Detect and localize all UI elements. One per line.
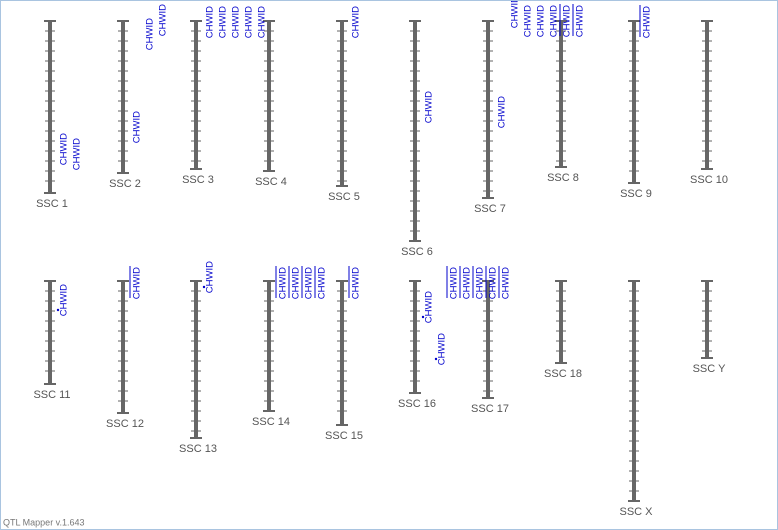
chromosome-label: SSC 3 bbox=[182, 174, 214, 186]
qtl-label: CHWID bbox=[132, 111, 143, 143]
qtl-label: CHWID bbox=[501, 267, 512, 299]
qtl-label: CHWID bbox=[437, 333, 448, 365]
qtl-label: CHWID bbox=[317, 267, 328, 299]
chromosome-bar bbox=[413, 281, 417, 393]
qtl-point bbox=[421, 315, 425, 319]
qtl-label: CHWID bbox=[562, 5, 573, 37]
chromosome-label: SSC 7 bbox=[474, 203, 506, 215]
chromosome-bar bbox=[632, 21, 636, 183]
chromosome-label: SSC 9 bbox=[620, 188, 652, 200]
chromosome-bar bbox=[121, 281, 125, 413]
chromosome-label: SSC Y bbox=[693, 363, 726, 375]
qtl-label: CHWID bbox=[575, 5, 586, 37]
qtl-label: CHWID bbox=[257, 6, 268, 38]
chromosome-bar bbox=[121, 21, 125, 173]
chromosome-label: SSC 16 bbox=[398, 398, 436, 410]
qtl-point bbox=[202, 285, 206, 289]
qtl-label: CHWID bbox=[132, 267, 143, 299]
chromosome-bar bbox=[705, 21, 709, 169]
chromosome-bar bbox=[340, 21, 344, 186]
qtl-label: CHWID bbox=[231, 6, 242, 38]
qtl-label: CHWID bbox=[462, 267, 473, 299]
chromosome-bar bbox=[559, 21, 563, 167]
chromosome-label: SSC X bbox=[619, 506, 653, 518]
qtl-label: CHWID bbox=[488, 267, 499, 299]
qtl-label: CHWID bbox=[510, 1, 521, 28]
chromosome-bar bbox=[48, 281, 52, 384]
qtl-label: CHWID bbox=[523, 5, 534, 37]
qtl-label: CHWID bbox=[475, 267, 486, 299]
qtl-label: CHWID bbox=[642, 6, 653, 38]
chromosome-bar bbox=[705, 281, 709, 358]
qtl-label: CHWID bbox=[205, 6, 216, 38]
chromosome-label: SSC 14 bbox=[252, 416, 290, 428]
chromosome-label: SSC 17 bbox=[471, 403, 509, 415]
qtl-label: CHWID bbox=[59, 133, 70, 165]
qtl-point bbox=[434, 357, 438, 361]
qtl-label: CHWID bbox=[449, 267, 460, 299]
chromosome-label: SSC 2 bbox=[109, 178, 141, 190]
qtl-label: CHWID bbox=[351, 267, 362, 299]
qtl-label: CHWID bbox=[304, 267, 315, 299]
qtl-label: CHWID bbox=[278, 267, 289, 299]
chromosome-label: SSC 18 bbox=[544, 368, 582, 380]
chromosome-label: SSC 5 bbox=[328, 191, 360, 203]
chromosome-label: SSC 15 bbox=[325, 430, 363, 442]
qtl-label: CHWID bbox=[424, 291, 435, 323]
qtl-label: CHWID bbox=[218, 6, 229, 38]
chromosome-label: SSC 10 bbox=[690, 174, 728, 186]
chromosome-label: SSC 11 bbox=[33, 389, 70, 401]
qtl-label: CHWID bbox=[205, 261, 216, 293]
qtl-label: CHWID bbox=[291, 267, 302, 299]
chromosome-bar bbox=[267, 281, 271, 411]
chromosome-label: SSC 8 bbox=[547, 172, 579, 184]
chromosome-label: SSC 4 bbox=[255, 176, 287, 188]
qtl-label: CHWID bbox=[536, 5, 547, 37]
qtl-label: CHWID bbox=[59, 284, 70, 316]
chromosome-label: SSC 13 bbox=[179, 443, 217, 455]
version-footer: QTL Mapper v.1.643 bbox=[3, 517, 85, 527]
chromosome-label: SSC 1 bbox=[36, 198, 68, 210]
chromosome-bar bbox=[559, 281, 563, 363]
chromosome-bar bbox=[486, 21, 490, 198]
chromosome-bar bbox=[267, 21, 271, 171]
qtl-label: CHWID bbox=[497, 96, 508, 128]
chromosome-bar bbox=[340, 281, 344, 425]
qtl-point bbox=[56, 308, 60, 312]
qtl-label: CHWID bbox=[549, 5, 560, 37]
chromosome-label: SSC 6 bbox=[401, 246, 433, 258]
chromosome-label: SSC 12 bbox=[106, 418, 144, 430]
qtl-label: CHWID bbox=[424, 91, 435, 123]
chromosome-bar bbox=[486, 281, 490, 398]
chromosome-bar bbox=[194, 281, 198, 438]
qtl-label: CHWID bbox=[244, 6, 255, 38]
chromosome-bar bbox=[194, 21, 198, 169]
qtl-label: CHWID bbox=[351, 6, 362, 38]
qtl-label: CHWID bbox=[145, 18, 156, 50]
qtl-label: CHWID bbox=[72, 138, 83, 170]
qtl-label: CHWID bbox=[158, 4, 169, 36]
chromosome-bar bbox=[48, 21, 52, 193]
